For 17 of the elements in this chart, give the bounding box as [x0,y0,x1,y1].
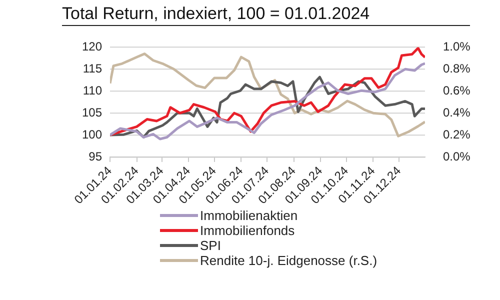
y2-tick-label: 1.0% [443,40,471,54]
y-tick-label: 115 [82,61,102,76]
legend-label: SPI [200,238,221,253]
legend-label: Immobilienaktien [200,208,298,223]
y-tick-label: 95 [88,149,102,164]
legend-label: Immobilienfonds [200,223,295,238]
y-tick-label: 120 [82,40,102,54]
y2-tick-label: 0.8% [443,61,471,76]
chart-title: Total Return, indexiert, 100 = 01.01.2024 [62,4,470,26]
y-tick-label: 105 [82,105,102,120]
y2-tick-label: 0.6% [443,83,471,98]
y2-tick-label: 0.4% [443,105,471,120]
y-tick-label: 110 [82,83,102,98]
y2-tick-label: 0.2% [443,127,471,142]
legend-label: Rendite 10-j. Eidgenosse (r.S.) [200,253,378,268]
y-tick-label: 100 [82,127,102,142]
y2-tick-label: 0.0% [443,149,471,164]
